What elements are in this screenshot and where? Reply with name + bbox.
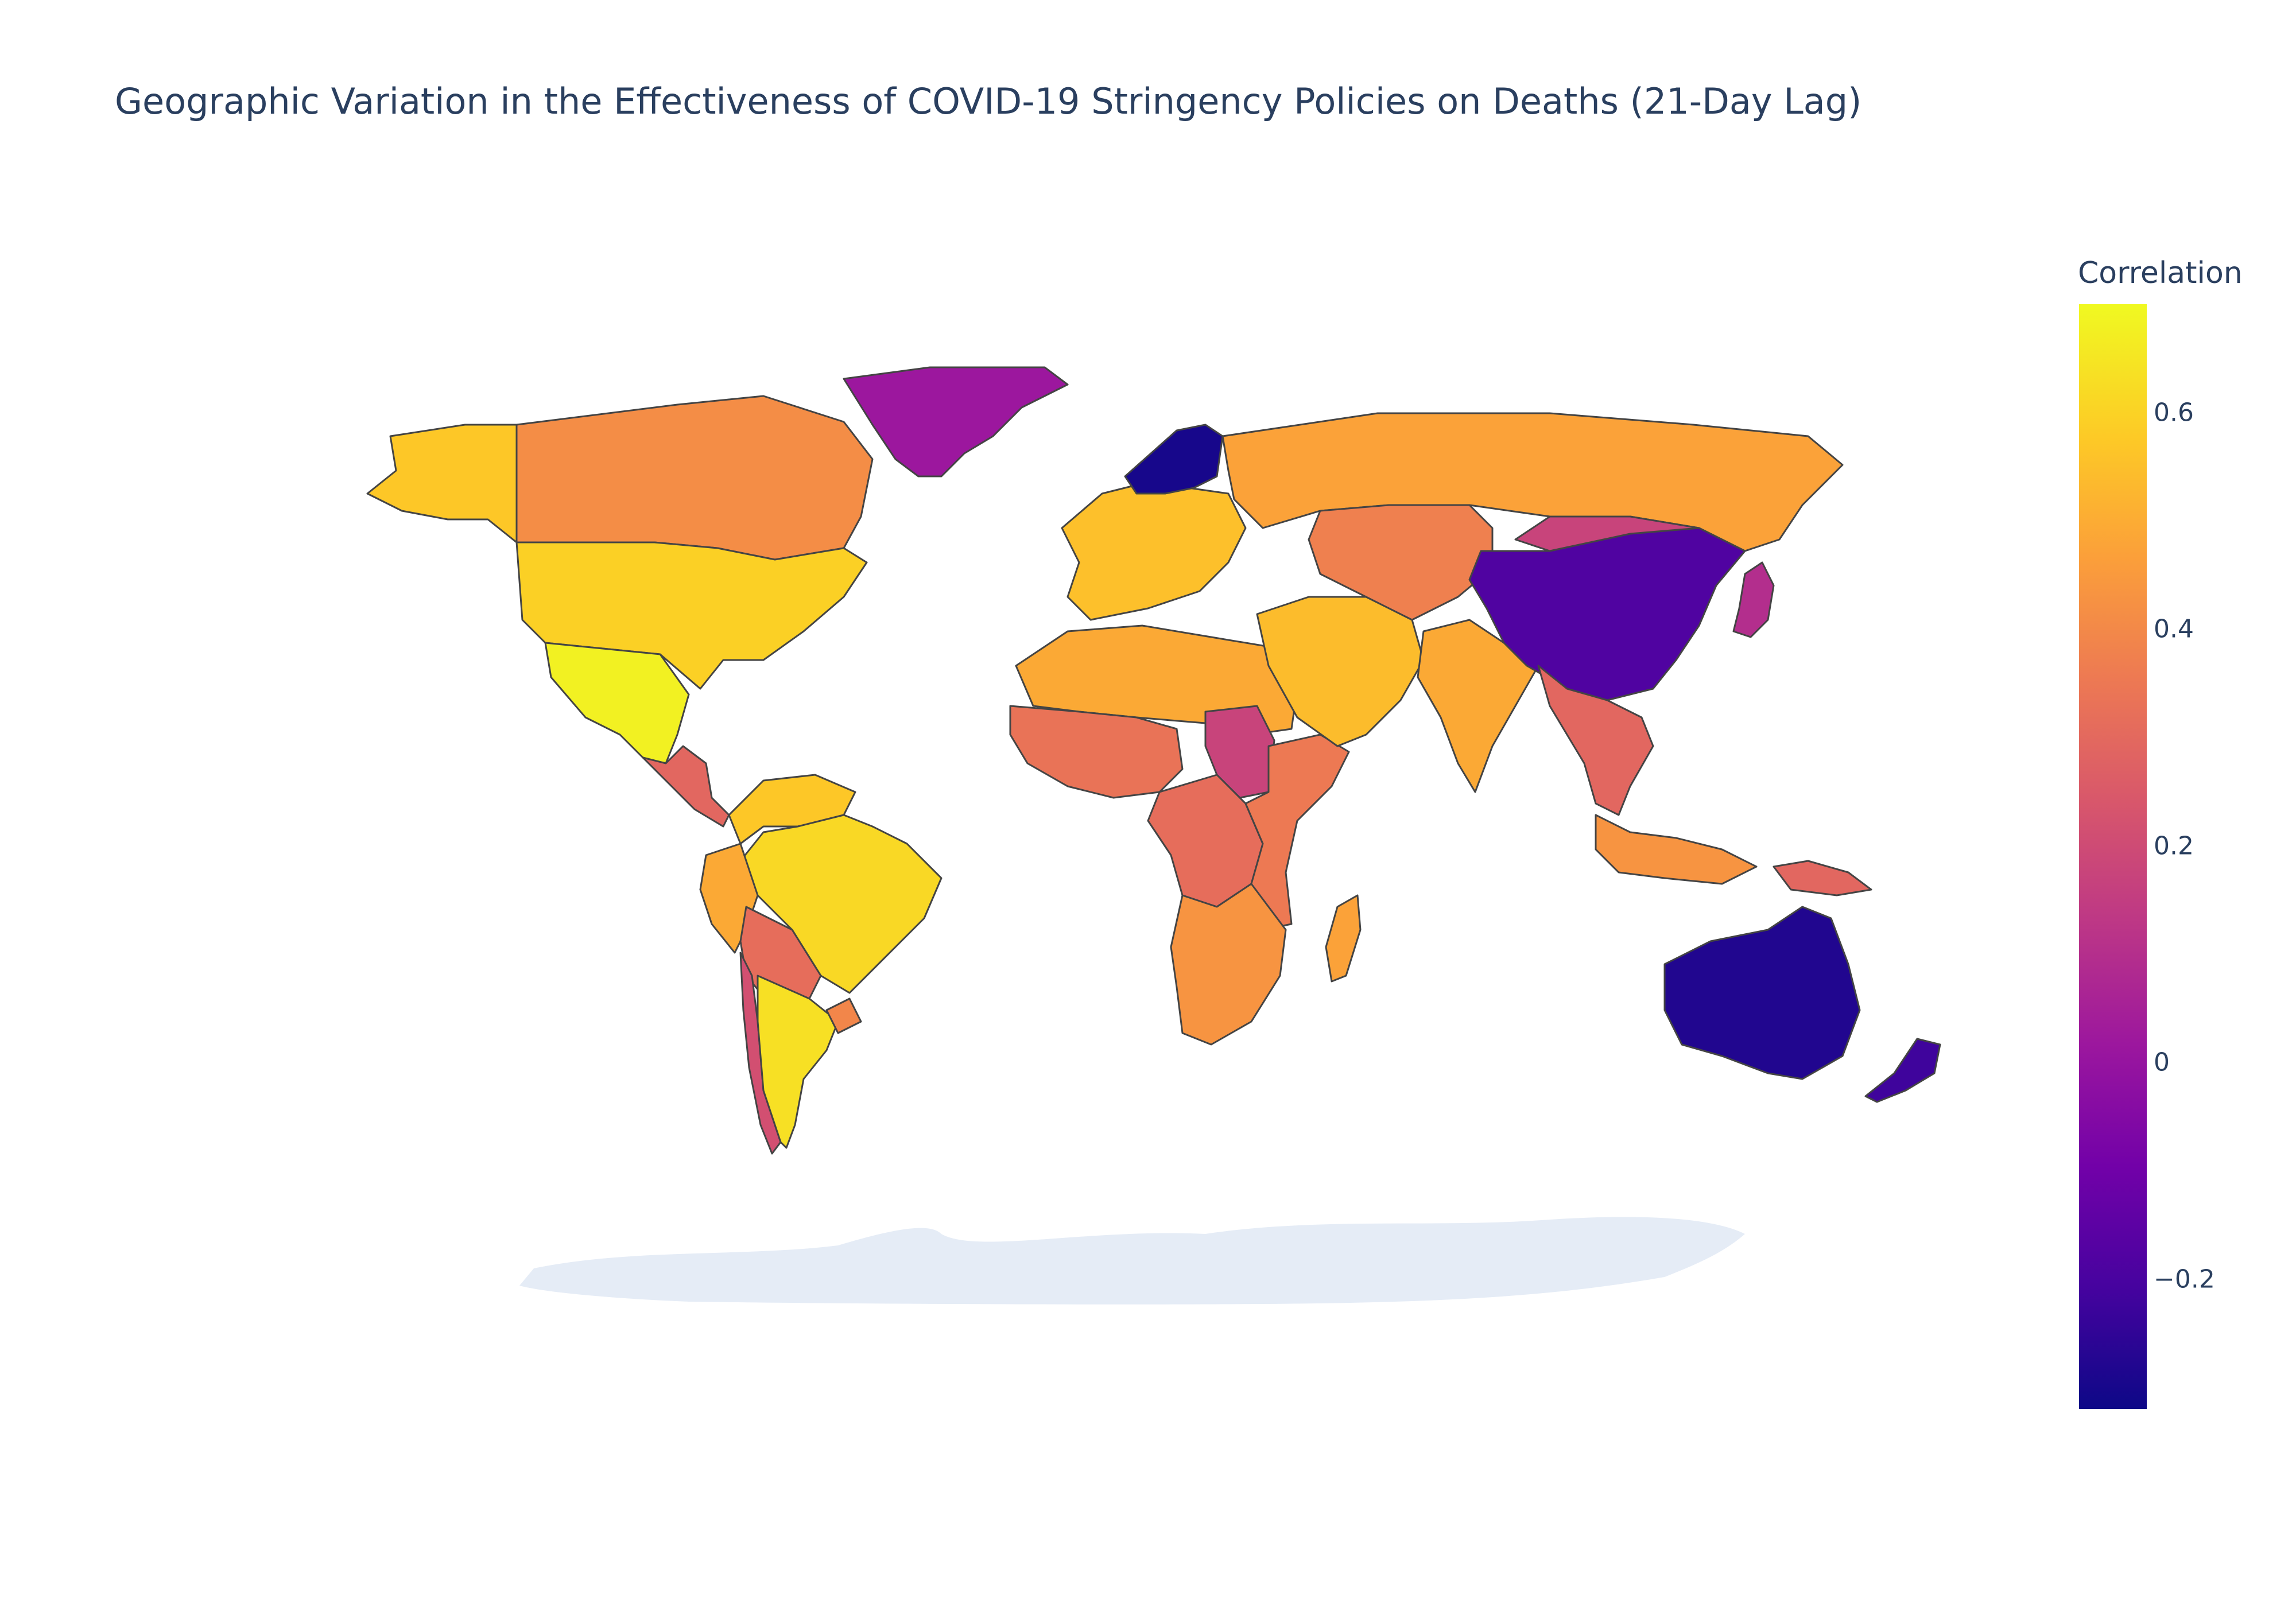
country-regions (366, 366, 1941, 1155)
colorbar-tick-label: −0.2 (2154, 1264, 2215, 1294)
colorbar-title: Correlation (2078, 256, 2243, 290)
colorbar-tick-label: 0.6 (2154, 398, 2194, 428)
colorbar (2079, 304, 2147, 1409)
region-madagascar[interactable] (1325, 894, 1362, 983)
region-central-america[interactable] (642, 745, 730, 828)
region-mongolia[interactable] (1514, 515, 1700, 552)
region-sudan[interactable] (1204, 705, 1275, 799)
region-greenland[interactable] (843, 366, 1069, 478)
region-canada[interactable] (515, 395, 874, 561)
region-chile[interactable] (739, 952, 782, 1155)
antarctica (519, 1217, 1745, 1305)
region-alaska[interactable] (366, 424, 518, 544)
colorbar-tick-label: 0.4 (2154, 614, 2194, 644)
region-new-zealand[interactable] (1864, 1038, 1941, 1103)
region-southeast-asia[interactable] (1537, 665, 1654, 816)
chart-title: Geographic Variation in the Effectivenes… (115, 80, 1862, 122)
colorbar-tick-label: 0.2 (2154, 831, 2194, 861)
region-uruguay[interactable] (825, 997, 862, 1034)
region-japan[interactable] (1732, 561, 1775, 638)
region-india[interactable] (1417, 619, 1539, 793)
region-southern-africa[interactable] (1170, 883, 1287, 1046)
region-nordic[interactable] (1124, 424, 1224, 495)
region-papua-new-guinea[interactable] (1773, 860, 1872, 896)
colorbar-tick-label: 0 (2154, 1047, 2170, 1077)
region-australia[interactable] (1663, 906, 1861, 1080)
region-western-europe[interactable] (1061, 481, 1247, 621)
region-indonesia[interactable] (1595, 814, 1758, 885)
region-central-asia[interactable] (1308, 504, 1494, 621)
region-middle-east[interactable] (1256, 596, 1425, 747)
region-east-africa[interactable] (1244, 733, 1350, 931)
